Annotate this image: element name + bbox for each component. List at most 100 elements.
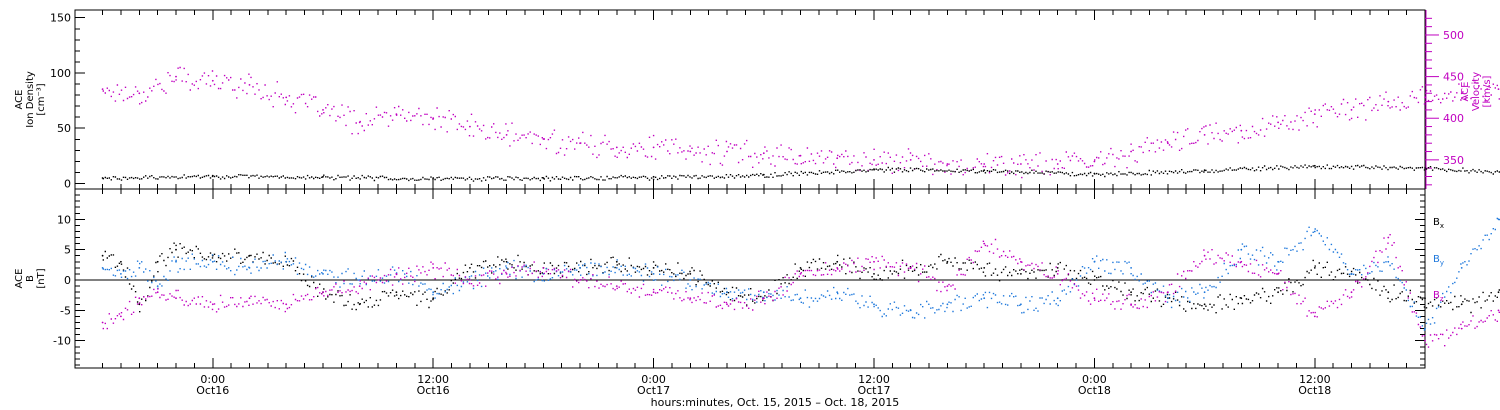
- velocity-dots-point: [1240, 129, 1243, 132]
- b-series-dots-point: [1056, 267, 1059, 269]
- y-label-line: [nT]: [36, 268, 47, 288]
- b-series-dots-point: [1350, 273, 1353, 275]
- b-series-dots-point: [211, 303, 214, 306]
- velocity-dots-point: [836, 157, 839, 160]
- velocity-dots-point: [1167, 142, 1169, 145]
- velocity-dots-point: [285, 96, 288, 99]
- b-series-dots-point: [505, 273, 508, 275]
- b-series-dots-point: [120, 315, 122, 318]
- b-series-dots-point: [983, 267, 986, 269]
- b-series-dots-point: [432, 297, 435, 300]
- density-dots-point: [1093, 172, 1096, 175]
- density-dots-point: [211, 174, 214, 177]
- b-series-dots-point: [1460, 267, 1463, 269]
- b-series-dots-point: [579, 279, 581, 281]
- velocity-dots-point: [983, 163, 986, 165]
- x-tick-date-label: Oct18: [1078, 384, 1111, 397]
- b-series-dots-point: [689, 297, 692, 300]
- velocity-dots-point: [1460, 92, 1463, 95]
- density-dots-point: [322, 175, 324, 178]
- x-tick-date-label: Oct17: [857, 384, 890, 397]
- y-left-label-line: ACE: [14, 90, 25, 110]
- velocity-dots-point: [248, 84, 251, 86]
- b-series-dots-point: [1277, 260, 1279, 263]
- b-series-dots-point: [615, 260, 618, 263]
- legend-entry: By: [1433, 254, 1444, 267]
- b-series-dots-point: [101, 254, 104, 257]
- y-right-label-line: ACE: [1460, 82, 1471, 102]
- velocity-dots-point: [579, 142, 581, 145]
- b-series-dots-point: [1240, 297, 1243, 300]
- b-series-dots-point: [652, 291, 655, 294]
- velocity-dots-point: [322, 109, 324, 111]
- b-series-dots-point: [1497, 291, 1500, 294]
- velocity-dots-point: [1020, 163, 1022, 165]
- x-tick-time-label: 0:00: [641, 373, 666, 386]
- velocity-dots-point: [1497, 88, 1500, 90]
- y-left-label-line: Ion Density: [25, 71, 36, 128]
- legend-entry: Bz: [1433, 290, 1444, 303]
- y-label-line: B: [25, 275, 36, 282]
- b-series-dots-point: [1424, 339, 1426, 342]
- velocity-dots-point: [101, 88, 104, 90]
- velocity-dots-point: [1350, 109, 1353, 111]
- density-dots-point: [101, 177, 104, 179]
- y-right-label-line: [km/s]: [1482, 75, 1493, 107]
- density-dots-point: [762, 173, 765, 176]
- b-series-dots-point: [836, 260, 839, 263]
- b-series-dots-point: [799, 273, 802, 275]
- velocity-dots-point: [726, 150, 728, 153]
- b-series-dots: [102, 234, 1500, 348]
- b-series-dots-point: [505, 267, 508, 269]
- b-series-dots-point: [1056, 297, 1059, 300]
- velocity-dots-point: [1056, 163, 1059, 165]
- density-dots: [102, 164, 1500, 182]
- b-series-dots-point: [120, 273, 122, 275]
- y-right-tick-label: 350: [1443, 154, 1464, 167]
- b-series-dots-point: [505, 260, 508, 263]
- b-series-dots-point: [1313, 267, 1316, 269]
- b-series-dots-point: [1424, 327, 1426, 330]
- b-series-dots-point: [983, 297, 986, 300]
- density-dots-point: [432, 177, 435, 179]
- b-series-dots-point: [1240, 248, 1243, 251]
- legend-entry: Bx: [1433, 217, 1444, 230]
- b-series-dots-point: [1387, 260, 1390, 263]
- b-series-dots-point: [248, 267, 251, 269]
- b-series-dots-point: [689, 279, 692, 281]
- y-tick-label: 0: [64, 274, 71, 287]
- b-series-dots-point: [1424, 297, 1426, 300]
- panel1-frame: [74, 9, 1426, 190]
- b-series-dots-point: [1277, 273, 1279, 275]
- b-series-dots-point: [1313, 230, 1316, 233]
- b-series-dots-point: [1240, 260, 1243, 263]
- velocity-dots-point: [1424, 96, 1426, 99]
- b-series-dots-point: [946, 260, 949, 263]
- b-series-dots-point: [836, 267, 839, 269]
- b-series-dots-point: [138, 267, 141, 269]
- b-series-dots-point: [836, 291, 839, 294]
- b-series-dots-point: [1277, 291, 1279, 294]
- b-series-dots-point: [248, 254, 251, 257]
- velocity-dots-point: [211, 79, 214, 82]
- b-series-dots-point: [542, 267, 545, 269]
- x-tick-date-label: Oct16: [196, 384, 229, 397]
- velocity-dots-point: [1313, 113, 1316, 115]
- b-series-dots-point: [1387, 291, 1390, 294]
- b-series-dots-point: [762, 297, 765, 300]
- panel2-frame: [74, 188, 1426, 369]
- b-series-dots-point: [1093, 297, 1096, 300]
- b-series-dots-point: [1056, 273, 1059, 275]
- velocity-dots-point: [946, 163, 949, 165]
- b-series-dots-point: [946, 303, 949, 306]
- y-left-tick-label: 100: [50, 67, 71, 80]
- b-series-dots-point: [1497, 218, 1500, 221]
- y-tick-label: 5: [64, 244, 71, 257]
- b-series-dots-point: [432, 291, 435, 294]
- b-series-dots-point: [689, 273, 692, 275]
- b-series-dots-point: [1020, 273, 1022, 275]
- b-series-dots-point: [248, 297, 251, 300]
- b-series-dots-point: [469, 267, 471, 269]
- y-right-tick-label: 500: [1443, 29, 1464, 42]
